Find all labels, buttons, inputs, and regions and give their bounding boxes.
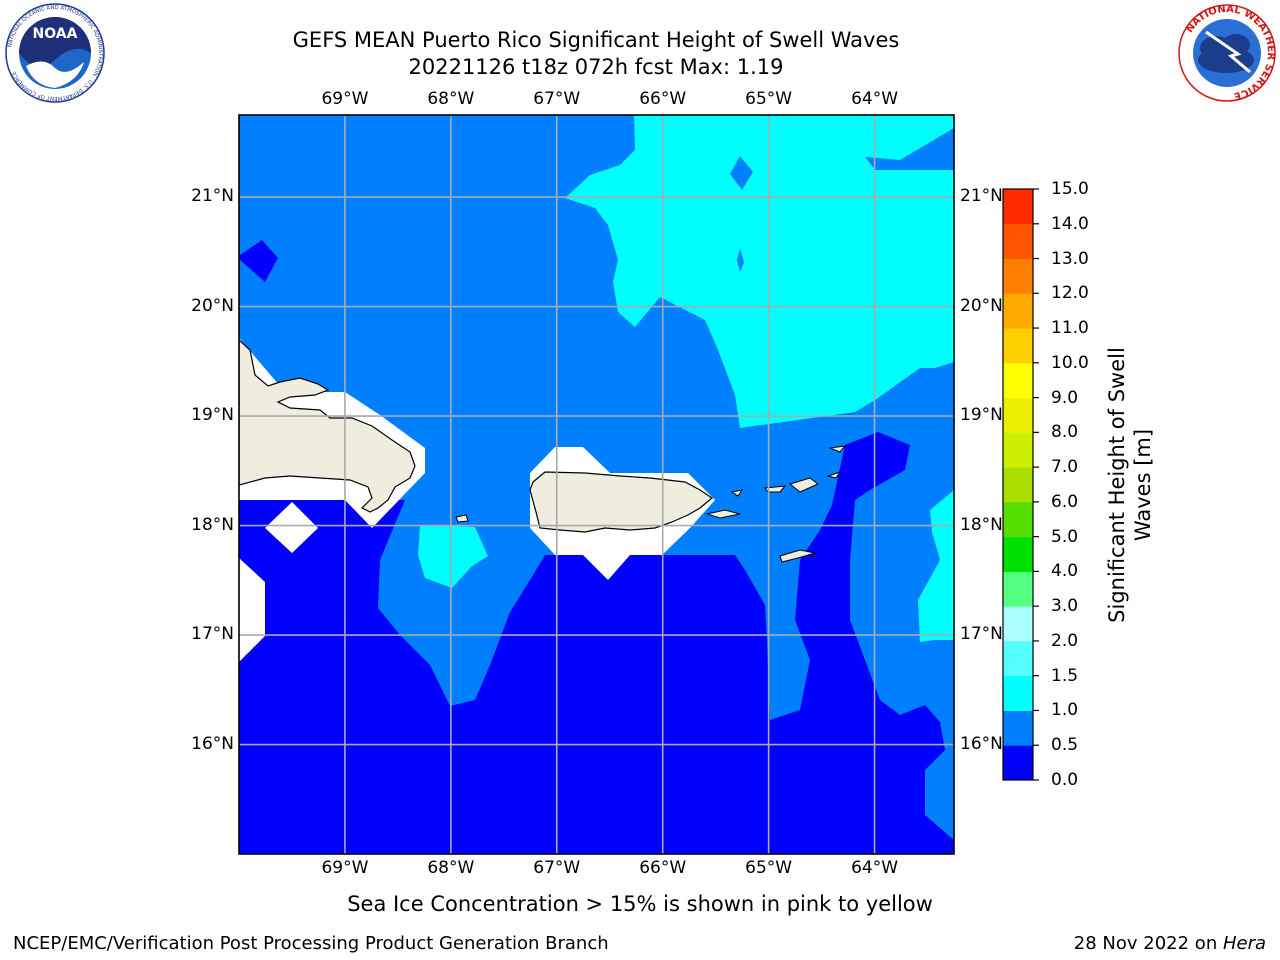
noaa-logo-text: NOAA <box>33 26 78 42</box>
lon-label-top: 68°W <box>427 89 475 109</box>
virgin-gorda <box>826 471 842 479</box>
lon-label-bottom: 67°W <box>533 858 581 878</box>
lon-label-bottom: 68°W <box>427 858 475 878</box>
colorbar-segment <box>1003 710 1033 746</box>
colorbar-segment <box>1003 640 1033 677</box>
colorbar-tick-label: 0.5 <box>1051 735 1079 756</box>
footer-date-text: 28 Nov 2022 on <box>1073 933 1223 954</box>
swell-fill-1p0-1p5 <box>418 525 488 588</box>
colorbar-segment <box>1003 745 1033 781</box>
colorbar-segment <box>1003 467 1033 503</box>
colorbar-frame <box>1002 188 1034 781</box>
lon-label-top: 64°W <box>851 89 899 109</box>
lat-label-right: 20°N <box>960 295 1003 316</box>
lat-label-right: 18°N <box>960 514 1003 535</box>
lon-label-top: 65°W <box>745 89 793 109</box>
footer-branch: NCEP/EMC/Verification Post Processing Pr… <box>13 933 609 954</box>
lat-label-left: 21°N <box>191 186 234 207</box>
lat-label-right: 19°N <box>960 405 1003 426</box>
hispaniola <box>239 339 416 513</box>
colorbar-segment <box>1003 223 1033 260</box>
colorbar-segment <box>1003 606 1033 642</box>
lon-label-top: 69°W <box>321 89 369 109</box>
swell-fill-0p0-0p5 <box>240 240 278 282</box>
lon-label-bottom: 65°W <box>745 858 793 878</box>
mona-island <box>455 514 469 523</box>
lon-label-bottom: 69°W <box>321 858 369 878</box>
footer-host: Hera <box>1222 933 1266 954</box>
colorbar-segment <box>1003 258 1033 294</box>
st-thomas <box>764 485 787 493</box>
colorbar-tick-label: 9.0 <box>1051 387 1079 408</box>
lon-label-bottom: 66°W <box>639 858 687 878</box>
gridlines <box>239 115 954 854</box>
chart-title: GEFS MEAN Puerto Rico Significant Height… <box>292 28 900 52</box>
colorbar-segment <box>1003 675 1033 711</box>
colorbar-tick-label: 7.0 <box>1051 457 1079 478</box>
anegada <box>828 445 847 453</box>
land-mask <box>239 558 265 662</box>
st-croix <box>779 549 816 563</box>
land-mask <box>265 502 318 553</box>
lat-label-right: 16°N <box>960 733 1003 754</box>
colorbar-label: Significant Height of Swell Waves [m] <box>1105 347 1155 623</box>
lat-label-left: 17°N <box>191 624 234 645</box>
colorbar-tick-label: 11.0 <box>1051 318 1089 339</box>
colorbar-tick-label: 4.0 <box>1051 561 1079 582</box>
colorbar-segment <box>1003 189 1033 225</box>
colorbar-segment <box>1003 293 1033 329</box>
colorbar-tick-label: 6.0 <box>1051 491 1079 512</box>
chart-subtitle: 20221126 t18z 072h fcst Max: 1.19 <box>408 55 784 79</box>
vieques <box>705 509 741 519</box>
colorbar-tick-label: 2.0 <box>1051 630 1079 651</box>
colorbar-tick-label: 10.0 <box>1051 352 1089 373</box>
colorbar-tick-label: 3.0 <box>1051 596 1079 617</box>
colorbar-segment <box>1003 328 1033 364</box>
colorbar-tick-label: 5.0 <box>1051 526 1079 547</box>
sea-ice-note: Sea Ice Concentration > 15% is shown in … <box>347 892 933 916</box>
swell-fill-0p5-1p0 <box>730 156 753 190</box>
nws-logo: NATIONAL WEATHER SERVICE <box>1178 4 1276 102</box>
lon-label-bottom: 64°W <box>851 858 899 878</box>
lat-label-right: 17°N <box>960 624 1003 645</box>
lat-label-right: 21°N <box>960 186 1003 207</box>
lat-label-left: 16°N <box>191 733 234 754</box>
lat-label-left: 19°N <box>191 405 234 426</box>
puerto-rico <box>529 471 714 533</box>
colorbar-segment <box>1003 397 1033 433</box>
colorbar-segment <box>1003 362 1033 399</box>
colorbar-segment <box>1003 501 1033 538</box>
tortola <box>788 477 819 493</box>
colorbar-segment <box>1003 432 1033 468</box>
colorbar-tick-label: 8.0 <box>1051 422 1079 443</box>
culebra <box>730 489 744 497</box>
colorbar-tick-label: 0.0 <box>1051 770 1079 790</box>
footer-date: 28 Nov 2022 on Hera <box>1074 933 1266 955</box>
colorbar-segment <box>1003 536 1033 572</box>
colorbar-tick-label: 1.0 <box>1051 700 1079 721</box>
swell-fill-0p0-0p5 <box>239 432 954 854</box>
colorbar-tick-label: 13.0 <box>1051 248 1089 269</box>
colorbar-tick-label: 12.0 <box>1051 283 1089 304</box>
colorbar-tick-label: 14.0 <box>1051 213 1089 234</box>
colorbar-segment <box>1003 571 1033 607</box>
lon-label-top: 67°W <box>533 89 581 109</box>
lat-label-left: 20°N <box>191 295 234 316</box>
map-frame <box>238 114 955 855</box>
lon-label-top: 66°W <box>639 89 687 109</box>
lat-label-left: 18°N <box>191 514 234 535</box>
colorbar-tick-label: 1.5 <box>1051 665 1079 686</box>
colorbar-tick-label: 15.0 <box>1051 179 1089 199</box>
swell-fill-1p0-1p5 <box>918 490 954 642</box>
swell-fill-0p5-1p0 <box>737 248 744 272</box>
noaa-logo: NOAA NATIONAL OCEANIC AND ATMOSPHERIC AD… <box>5 3 105 103</box>
